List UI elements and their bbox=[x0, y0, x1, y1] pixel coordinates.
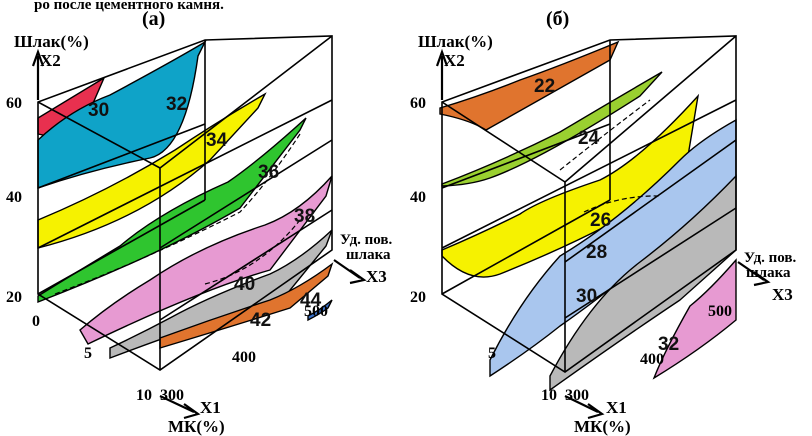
band-42 bbox=[159, 262, 334, 349]
x2-label: Шлак(%) bbox=[14, 32, 89, 51]
level-label-40: 40 bbox=[234, 274, 255, 295]
panel-a-title: (a) bbox=[142, 8, 165, 30]
x3-label-1-b: Уд. пов. bbox=[744, 250, 797, 266]
x1-name: X1 bbox=[200, 398, 221, 417]
x3-tick-500: 500 bbox=[304, 303, 328, 320]
level-label-28: 28 bbox=[586, 242, 607, 263]
level-label-38: 38 bbox=[294, 206, 315, 227]
dashed-line-24 bbox=[559, 99, 651, 171]
cube-frame bbox=[37, 35, 333, 371]
level-label-34: 34 bbox=[206, 130, 228, 151]
level-label-22: 22 bbox=[534, 76, 555, 97]
x3-name-b: X3 bbox=[772, 285, 793, 304]
level-label-24: 24 bbox=[578, 128, 600, 149]
x2-label-b: Шлак(%) bbox=[418, 32, 493, 51]
x2-tick-20: 20 bbox=[6, 289, 22, 306]
x1-axis-arrow-b bbox=[564, 395, 605, 420]
band-32b bbox=[652, 258, 737, 380]
level-label-26: 26 bbox=[590, 210, 611, 231]
x1-axis-arrow bbox=[159, 395, 201, 420]
panel-a: (a) bbox=[31, 8, 367, 420]
header-text: ро после цементного камня. bbox=[34, 0, 224, 13]
x2-axis-arrow-b bbox=[435, 48, 449, 100]
x3-tick-500-b: 500 bbox=[708, 303, 732, 320]
level-label-44: 44 bbox=[300, 290, 322, 311]
x3-name: X3 bbox=[366, 267, 387, 286]
band-32 bbox=[37, 40, 207, 189]
x2-tick-20-b: 20 bbox=[410, 289, 426, 306]
x3-tick-300: 300 bbox=[160, 387, 184, 404]
x2-tick-40-b: 40 bbox=[410, 189, 426, 206]
dashed-line-36 bbox=[54, 133, 301, 295]
level-label-36: 36 bbox=[258, 162, 279, 183]
x2-name: X2 bbox=[40, 51, 61, 70]
x3-tick-400: 400 bbox=[232, 349, 256, 366]
x1-label-b: МК(%) bbox=[574, 417, 631, 436]
panel-b-title: (б) bbox=[546, 8, 569, 30]
x1-tick-10-b: 10 bbox=[541, 387, 557, 404]
x2-tick-60: 60 bbox=[6, 95, 22, 112]
x3-label-1: Уд. пов. bbox=[340, 232, 393, 248]
x3-axis-arrow bbox=[333, 259, 367, 285]
x2-name-b: X2 bbox=[444, 51, 465, 70]
level-label-30: 30 bbox=[88, 100, 109, 121]
band-26 bbox=[441, 93, 700, 278]
cube-frame-b bbox=[441, 35, 737, 373]
x2-tick-60-b: 60 bbox=[410, 95, 426, 112]
level-label-32b: 32 bbox=[658, 334, 679, 355]
x1-tick-0: 0 bbox=[32, 313, 40, 330]
x2-tick-40: 40 bbox=[6, 189, 22, 206]
panel-b: (б) bbox=[435, 8, 771, 420]
x3-label-2: шлака bbox=[346, 247, 391, 263]
x1-name-b: X1 bbox=[606, 398, 627, 417]
band-22 bbox=[439, 40, 620, 131]
level-label-32: 32 bbox=[166, 94, 187, 115]
dashed-line-38 bbox=[204, 219, 301, 285]
band-30b bbox=[549, 174, 737, 392]
band-44 bbox=[307, 299, 333, 322]
x3-tick-400-b: 400 bbox=[640, 351, 664, 368]
x1-tick-5-b: 5 bbox=[488, 345, 496, 362]
x1-label: МК(%) bbox=[168, 417, 225, 436]
x3-label-2-b: шлака bbox=[746, 265, 791, 281]
x1-tick-10: 10 bbox=[136, 387, 152, 404]
x3-axis-arrow-b bbox=[737, 261, 771, 287]
x2-axis-arrow bbox=[31, 48, 45, 100]
level-label-42: 42 bbox=[250, 310, 271, 331]
level-label-30b: 30 bbox=[576, 286, 597, 307]
band-24 bbox=[441, 71, 663, 187]
x3-tick-300-b: 300 bbox=[565, 387, 589, 404]
x1-tick-5: 5 bbox=[84, 345, 92, 362]
